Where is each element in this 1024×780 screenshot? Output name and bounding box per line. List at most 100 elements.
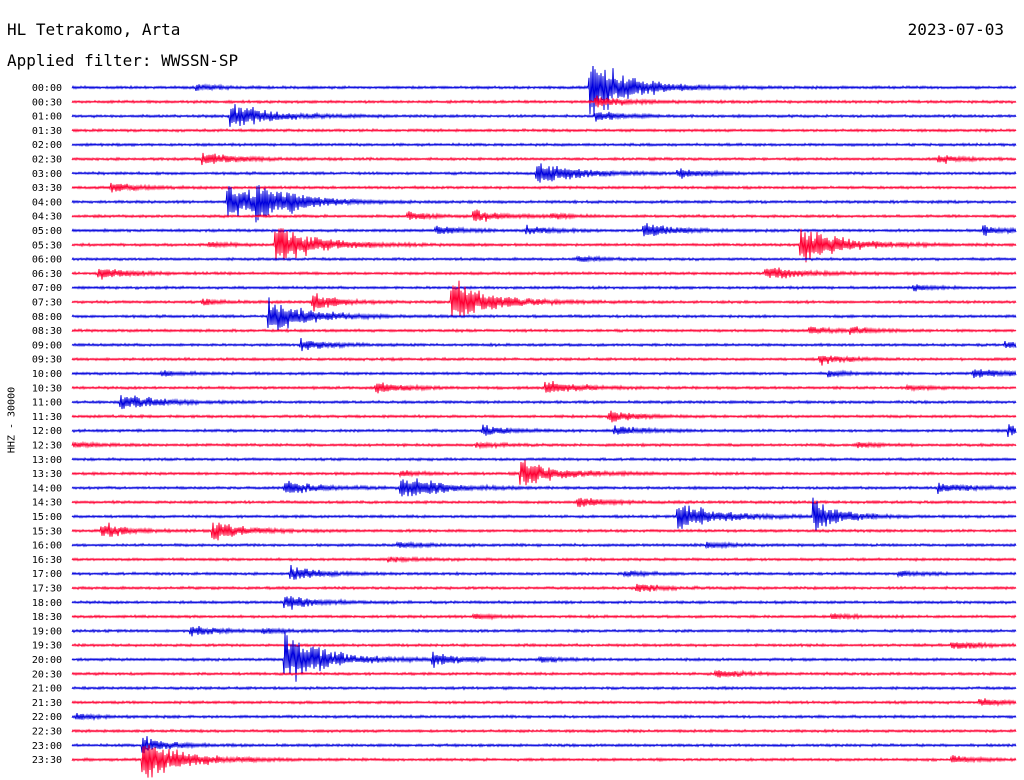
time-tick-label: 11:00 xyxy=(32,398,62,409)
time-tick-label: 03:30 xyxy=(32,183,62,194)
trace-row xyxy=(71,596,1017,610)
trace-row xyxy=(71,185,1017,223)
time-tick-labels: 00:00 00:30 01:00 01:30 02:00 02:30 03:00 03:30… xyxy=(32,83,62,766)
time-tick-label: 12:00 xyxy=(32,426,62,437)
trace-row xyxy=(71,522,1017,541)
time-tick-label: 22:30 xyxy=(32,727,62,738)
time-tick-label: 21:00 xyxy=(32,684,62,695)
trace-row xyxy=(71,497,1017,508)
trace-row xyxy=(71,326,1017,335)
time-tick-label: 18:00 xyxy=(32,598,62,609)
time-tick-label: 00:00 xyxy=(32,83,62,94)
time-tick-label: 02:00 xyxy=(32,140,62,151)
trace-row xyxy=(71,337,1017,352)
time-tick-label: 06:00 xyxy=(32,255,62,266)
time-tick-label: 23:00 xyxy=(32,741,62,752)
trace-row xyxy=(71,728,1017,734)
trace-row xyxy=(71,381,1017,394)
time-tick-label: 19:00 xyxy=(32,626,62,637)
time-tick-label: 07:30 xyxy=(32,298,62,309)
trace-row xyxy=(71,478,1017,497)
time-tick-label: 13:30 xyxy=(32,469,62,480)
trace-row xyxy=(71,182,1017,193)
station-title: HL Tetrakomo, Arta xyxy=(7,20,181,39)
time-tick-label: 07:00 xyxy=(32,283,62,294)
time-tick-label: 04:30 xyxy=(32,212,62,223)
trace-row xyxy=(71,583,1017,592)
time-tick-label: 01:30 xyxy=(32,126,62,137)
time-tick-label: 08:30 xyxy=(32,326,62,337)
time-tick-label: 20:00 xyxy=(32,655,62,666)
trace-row xyxy=(71,152,1017,166)
time-tick-label: 14:30 xyxy=(32,498,62,509)
trace-row xyxy=(71,410,1017,423)
time-tick-label: 23:30 xyxy=(32,755,62,766)
time-tick-label: 16:00 xyxy=(32,541,62,552)
trace-row xyxy=(71,540,1017,550)
trace-row xyxy=(71,142,1017,148)
trace-row xyxy=(71,127,1017,133)
trace-row xyxy=(71,641,1017,650)
time-tick-label: 17:30 xyxy=(32,584,62,595)
time-tick-label: 05:00 xyxy=(32,226,62,237)
trace-row xyxy=(71,284,1017,292)
trace-row xyxy=(71,497,1017,531)
trace-row xyxy=(71,626,1017,637)
trace-row xyxy=(71,612,1017,621)
trace-row xyxy=(71,440,1017,450)
time-tick-label: 15:00 xyxy=(32,512,62,523)
time-tick-label: 12:30 xyxy=(32,441,62,452)
time-tick-label: 04:00 xyxy=(32,197,62,208)
trace-row xyxy=(71,424,1017,437)
trace-row xyxy=(71,280,1017,317)
time-tick-label: 17:00 xyxy=(32,569,62,580)
time-tick-label: 00:30 xyxy=(32,97,62,108)
trace-row xyxy=(71,556,1017,564)
trace-row xyxy=(71,456,1017,462)
trace-row xyxy=(71,460,1017,486)
seismic-traces xyxy=(71,66,1017,778)
trace-row xyxy=(71,564,1017,580)
time-tick-label: 08:00 xyxy=(32,312,62,323)
time-tick-label: 10:30 xyxy=(32,383,62,394)
trace-row xyxy=(71,209,1017,222)
time-tick-label: 02:30 xyxy=(32,155,62,166)
trace-row xyxy=(71,736,1017,754)
time-tick-label: 20:30 xyxy=(32,669,62,680)
trace-row xyxy=(71,669,1017,678)
time-tick-label: 22:00 xyxy=(32,712,62,723)
trace-row xyxy=(71,254,1017,263)
trace-row xyxy=(71,228,1017,263)
trace-row xyxy=(71,95,1017,108)
time-tick-label: 19:30 xyxy=(32,641,62,652)
time-tick-label: 09:00 xyxy=(32,340,62,351)
trace-row xyxy=(71,66,1017,117)
time-tick-label: 15:30 xyxy=(32,526,62,537)
trace-row xyxy=(71,223,1017,237)
trace-row xyxy=(71,744,1017,778)
trace-row xyxy=(71,632,1017,682)
trace-row xyxy=(71,267,1017,280)
trace-row xyxy=(71,104,1017,127)
time-tick-label: 09:30 xyxy=(32,355,62,366)
time-tick-label: 03:00 xyxy=(32,169,62,180)
time-tick-label: 11:30 xyxy=(32,412,62,423)
time-tick-label: 10:00 xyxy=(32,369,62,380)
trace-row xyxy=(71,355,1017,366)
trace-row xyxy=(71,369,1017,379)
trace-row xyxy=(71,685,1017,691)
time-tick-label: 18:30 xyxy=(32,612,62,623)
time-tick-label: 21:30 xyxy=(32,698,62,709)
trace-row xyxy=(71,163,1017,183)
trace-row xyxy=(71,297,1017,331)
trace-row xyxy=(71,698,1017,707)
time-tick-label: 06:30 xyxy=(32,269,62,280)
date-label: 2023-07-03 xyxy=(907,20,1004,39)
trace-row xyxy=(71,713,1017,721)
time-tick-label: 01:00 xyxy=(32,112,62,123)
time-tick-label: 05:30 xyxy=(32,240,62,251)
trace-row xyxy=(71,395,1017,410)
time-tick-label: 16:30 xyxy=(32,555,62,566)
time-tick-label: 13:00 xyxy=(32,455,62,466)
